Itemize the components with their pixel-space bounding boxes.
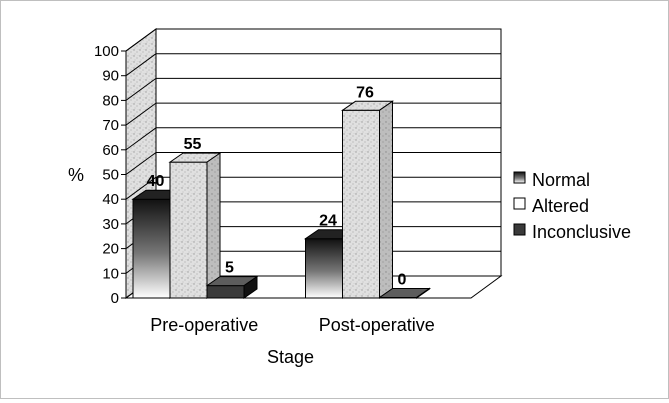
y-axis: 0 10 20 30 40 50 60 70 80 90 100 xyxy=(94,43,127,307)
data-label: 76 xyxy=(356,84,374,101)
bar-altered-post-operative xyxy=(340,100,395,299)
data-label: 40 xyxy=(147,173,165,190)
legend: Normal Altered Inconclusive xyxy=(513,170,631,242)
data-label: 0 xyxy=(398,272,407,289)
gridline-side xyxy=(125,77,157,101)
y-tick-label: 100 xyxy=(94,43,119,60)
y-tick-label: 20 xyxy=(102,241,119,258)
data-label: 24 xyxy=(319,213,337,230)
data-label: 5 xyxy=(225,260,234,277)
gridline-side xyxy=(125,152,157,175)
bar-altered-pre-operative xyxy=(168,152,222,299)
bar-front xyxy=(206,285,245,299)
y-tick-label: 0 xyxy=(111,290,119,307)
y-tick-label: 80 xyxy=(102,92,119,109)
bar-inconclusive-pre-operative xyxy=(205,275,259,299)
y-tick-label: 90 xyxy=(102,68,119,85)
bar-front xyxy=(342,109,380,299)
bars xyxy=(131,100,432,299)
bar-inconclusive-post-operative xyxy=(377,287,432,299)
x-tick-label: Pre-operative xyxy=(150,315,258,335)
y-tick-label: 60 xyxy=(102,142,119,159)
gridline-side xyxy=(125,53,157,77)
legend-swatch-altered xyxy=(513,197,526,210)
legend-label-inconclusive: Inconclusive xyxy=(532,222,631,242)
y-tick-label: 10 xyxy=(102,265,119,282)
x-axis-title: Stage xyxy=(267,347,314,367)
y-tick-label: 50 xyxy=(102,167,119,184)
bar-side xyxy=(206,152,221,299)
y-axis-title: % xyxy=(68,165,84,185)
bar-side xyxy=(379,100,393,299)
bar-front xyxy=(169,161,208,299)
bar-front xyxy=(132,198,171,299)
gridline-side xyxy=(125,28,157,52)
y-tick-label: 40 xyxy=(102,191,119,208)
x-axis: Pre-operative Post-operative xyxy=(150,315,435,335)
bar-front xyxy=(305,238,343,299)
bar-side xyxy=(243,275,258,299)
y-tick-label: 30 xyxy=(102,216,119,233)
gridline-side xyxy=(125,176,157,200)
legend-label-normal: Normal xyxy=(532,170,590,190)
legend-label-altered: Altered xyxy=(532,196,589,216)
legend-swatch-inconclusive xyxy=(513,223,526,236)
y-tick-label: 70 xyxy=(102,117,119,134)
x-tick-label: Post-operative xyxy=(319,315,435,335)
gridline-side xyxy=(125,127,157,151)
gridline-side xyxy=(125,102,157,126)
legend-swatch-normal xyxy=(513,171,526,184)
data-label: 55 xyxy=(184,136,202,153)
bar-side xyxy=(416,287,430,299)
